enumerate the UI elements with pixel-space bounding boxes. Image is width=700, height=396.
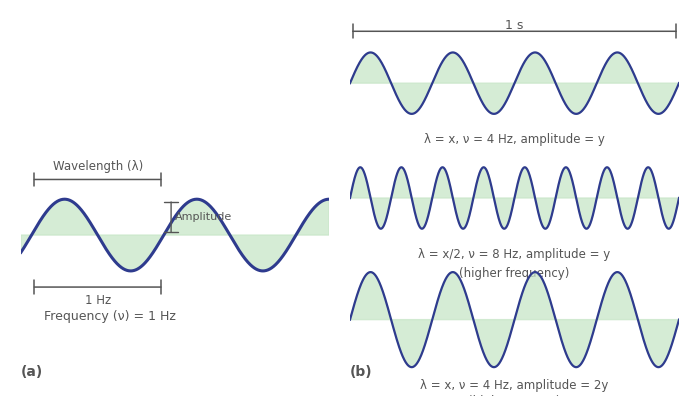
Text: λ = x, ν = 4 Hz, amplitude = y: λ = x, ν = 4 Hz, amplitude = y [424,133,605,146]
Text: (b): (b) [350,365,372,379]
Text: 1 Hz: 1 Hz [85,294,111,307]
Text: λ = x/2, ν = 8 Hz, amplitude = y: λ = x/2, ν = 8 Hz, amplitude = y [419,248,610,261]
Text: (higher frequency): (higher frequency) [459,267,570,280]
Text: (higher energy): (higher energy) [468,395,561,396]
Text: Wavelength (λ): Wavelength (λ) [52,160,143,173]
Text: 1 s: 1 s [505,19,524,32]
Text: Amplitude: Amplitude [175,212,232,222]
Text: (a): (a) [21,365,43,379]
Text: λ = x, ν = 4 Hz, amplitude = 2y: λ = x, ν = 4 Hz, amplitude = 2y [420,379,609,392]
Text: Frequency (ν) = 1 Hz: Frequency (ν) = 1 Hz [44,310,176,324]
